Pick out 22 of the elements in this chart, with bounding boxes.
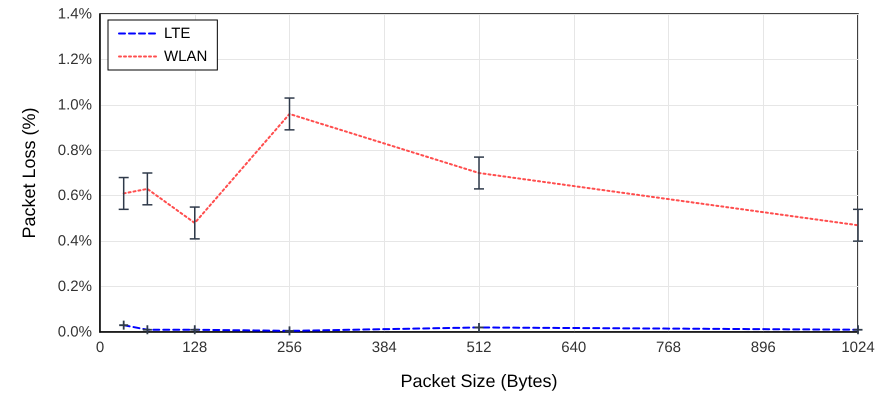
y-tick-label: 0.4%	[58, 232, 92, 250]
x-tick-label: 640	[561, 339, 586, 356]
x-tick-label: 384	[372, 339, 397, 356]
y-tick-label: 0.8%	[58, 142, 92, 159]
x-tick-label: 1024	[841, 339, 875, 356]
legend-label: LTE	[164, 25, 190, 42]
y-tick-label: 1.4%	[58, 6, 92, 22]
y-tick-label: 0.6%	[58, 187, 92, 204]
y-tick-label: 1.0%	[58, 96, 92, 114]
y-tick-label: 0.2%	[58, 278, 92, 296]
x-tick-label: 896	[750, 339, 776, 356]
line-series	[122, 112, 859, 226]
y-tick-label: 1.2%	[58, 50, 92, 68]
x-tick-label: 128	[182, 339, 208, 356]
x-axis-title: Packet Size (Bytes)	[400, 371, 558, 391]
x-tick-label: 256	[276, 339, 302, 356]
y-tick-label: 0.0%	[58, 324, 92, 340]
x-tick-label: 0	[96, 339, 104, 356]
legend-label: WLAN	[164, 48, 208, 65]
y-axis-title: Packet Loss (%)	[19, 107, 39, 239]
x-tick-label: 768	[656, 339, 682, 356]
x-tick-label: 512	[466, 339, 492, 356]
